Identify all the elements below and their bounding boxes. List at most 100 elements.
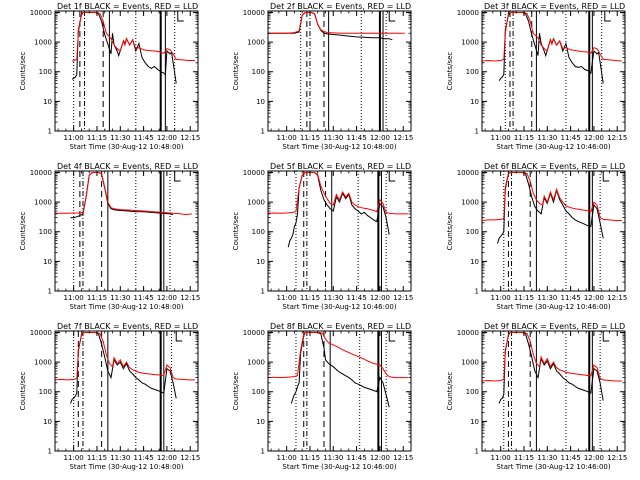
x-tick-label: 11:00 xyxy=(491,294,511,302)
panel-title: Det 1f BLACK = Events, RED = LLD xyxy=(57,2,198,11)
x-axis-label: Start Time (30-Aug-12 10:46:00) xyxy=(496,143,610,151)
y-axis-label: Counts/sec xyxy=(232,212,240,251)
y-tick-label: 100 xyxy=(39,68,52,76)
y-axis-label: Counts/sec xyxy=(446,212,454,251)
y-tick-label: 10000 xyxy=(457,329,479,337)
plot-frame xyxy=(481,170,626,292)
y-axis-label: Counts/sec xyxy=(19,212,27,251)
x-tick-label: 11:15 xyxy=(300,294,320,302)
y-axis-label: Counts/sec xyxy=(446,52,454,91)
x-tick-label: 11:30 xyxy=(110,134,130,142)
detector-panel: Det 6f BLACK = Events, RED = LLD 1 10 100 10… xyxy=(446,162,627,311)
y-axis-label: Counts/sec xyxy=(19,52,27,91)
x-tick-label: 12:00 xyxy=(157,134,177,142)
x-tick-label: 12:15 xyxy=(180,294,200,302)
y-tick-label: 1000 xyxy=(247,359,265,367)
panel-title: Det 3f BLACK = Events, RED = LLD xyxy=(484,2,625,11)
panel-title: Det 6f BLACK = Events, RED = LLD xyxy=(484,162,625,171)
y-tick-label: 100 xyxy=(466,388,479,396)
y-tick-label: 1 xyxy=(261,128,265,136)
x-axis-label: Start Time (30-Aug-12 10:46:00) xyxy=(496,463,610,471)
x-tick-label: 11:00 xyxy=(277,294,297,302)
plot-frame xyxy=(54,10,199,132)
y-tick-label: 1000 xyxy=(247,39,265,47)
lld-series-line xyxy=(268,12,405,34)
x-tick-label: 12:00 xyxy=(157,454,177,462)
x-tick-label: 11:15 xyxy=(300,454,320,462)
x-tick-label: 12:00 xyxy=(370,134,390,142)
x-tick-label: 11:45 xyxy=(561,134,581,142)
x-tick-label: 12:00 xyxy=(157,294,177,302)
panel-title: Det 9f BLACK = Events, RED = LLD xyxy=(484,322,625,331)
x-tick-label: 11:45 xyxy=(347,134,367,142)
plot-frame xyxy=(54,170,199,292)
x-tick-label: 11:15 xyxy=(514,454,534,462)
events-series-line xyxy=(287,172,390,248)
panel-title: Det 7f BLACK = Events, RED = LLD xyxy=(57,322,198,331)
x-tick-label: 12:15 xyxy=(393,454,413,462)
x-tick-label: 11:00 xyxy=(491,454,511,462)
x-tick-label: 11:30 xyxy=(323,134,343,142)
detector-panel: Det 5f BLACK = Events, RED = LLD 1 10 100 10… xyxy=(232,162,413,311)
panel-title: Det 5f BLACK = Events, RED = LLD xyxy=(270,162,411,171)
y-axis-label: Counts/sec xyxy=(19,372,27,411)
x-tick-label: 12:00 xyxy=(370,454,390,462)
event-marker-step xyxy=(602,171,610,182)
x-tick-label: 12:00 xyxy=(584,454,604,462)
x-axis-label: Start Time (30-Aug-12 10:48:00) xyxy=(69,303,183,311)
y-tick-label: 10 xyxy=(43,98,52,106)
y-tick-label: 1000 xyxy=(247,199,265,207)
x-tick-label: 11:45 xyxy=(134,134,154,142)
y-tick-label: 1000 xyxy=(34,359,52,367)
x-tick-label: 11:30 xyxy=(323,294,343,302)
x-tick-label: 11:45 xyxy=(347,294,367,302)
y-axis-label: Counts/sec xyxy=(446,372,454,411)
x-tick-label: 11:45 xyxy=(347,454,367,462)
y-axis-label: Counts/sec xyxy=(232,52,240,91)
x-tick-label: 11:45 xyxy=(561,294,581,302)
event-marker-step xyxy=(175,331,183,342)
event-marker-step xyxy=(388,11,396,22)
detector-panel: Det 8f BLACK = Events, RED = LLD 1 10 100 10… xyxy=(232,322,413,471)
y-tick-label: 1 xyxy=(475,288,479,296)
y-tick-label: 1 xyxy=(261,448,265,456)
y-tick-label: 10000 xyxy=(30,329,52,337)
y-tick-label: 10 xyxy=(470,258,479,266)
event-marker-step xyxy=(388,331,396,342)
y-tick-label: 10 xyxy=(43,258,52,266)
x-tick-label: 11:00 xyxy=(64,454,84,462)
x-tick-label: 11:15 xyxy=(300,134,320,142)
x-tick-label: 12:15 xyxy=(393,134,413,142)
lld-series-line xyxy=(481,332,622,382)
y-tick-label: 100 xyxy=(39,228,52,236)
y-tick-label: 10000 xyxy=(243,169,265,177)
x-tick-label: 12:15 xyxy=(607,134,627,142)
y-tick-label: 1 xyxy=(261,288,265,296)
x-tick-label: 11:30 xyxy=(110,294,130,302)
y-tick-label: 100 xyxy=(252,388,265,396)
y-tick-label: 10000 xyxy=(243,329,265,337)
y-tick-label: 1000 xyxy=(34,199,52,207)
x-axis-label: Start Time (30-Aug-12 10:46:00) xyxy=(282,303,396,311)
y-tick-label: 1 xyxy=(48,448,52,456)
y-tick-label: 10000 xyxy=(30,169,52,177)
y-tick-label: 10 xyxy=(256,98,265,106)
x-axis-label: Start Time (30-Aug-12 10:48:00) xyxy=(282,143,396,151)
x-tick-label: 11:00 xyxy=(64,294,84,302)
y-tick-label: 1 xyxy=(475,128,479,136)
y-tick-label: 1 xyxy=(475,448,479,456)
events-series-line xyxy=(70,172,174,219)
x-tick-label: 11:30 xyxy=(537,134,557,142)
x-tick-label: 11:00 xyxy=(64,134,84,142)
plot-frame xyxy=(267,10,412,132)
plot-frame xyxy=(481,330,626,452)
x-axis-label: Start Time (30-Aug-12 10:48:00) xyxy=(69,463,183,471)
detector-panel: Det 7f BLACK = Events, RED = LLD 1 10 100 10… xyxy=(19,322,200,471)
y-tick-label: 1000 xyxy=(461,199,479,207)
y-tick-label: 1000 xyxy=(461,39,479,47)
detector-panel: Det 2f BLACK = Events, RED = LLD 1 10 100 10… xyxy=(232,2,413,151)
event-marker-step xyxy=(388,171,396,182)
y-axis-label: Counts/sec xyxy=(232,372,240,411)
panel-title: Det 2f BLACK = Events, RED = LLD xyxy=(270,2,411,11)
y-tick-label: 100 xyxy=(39,388,52,396)
